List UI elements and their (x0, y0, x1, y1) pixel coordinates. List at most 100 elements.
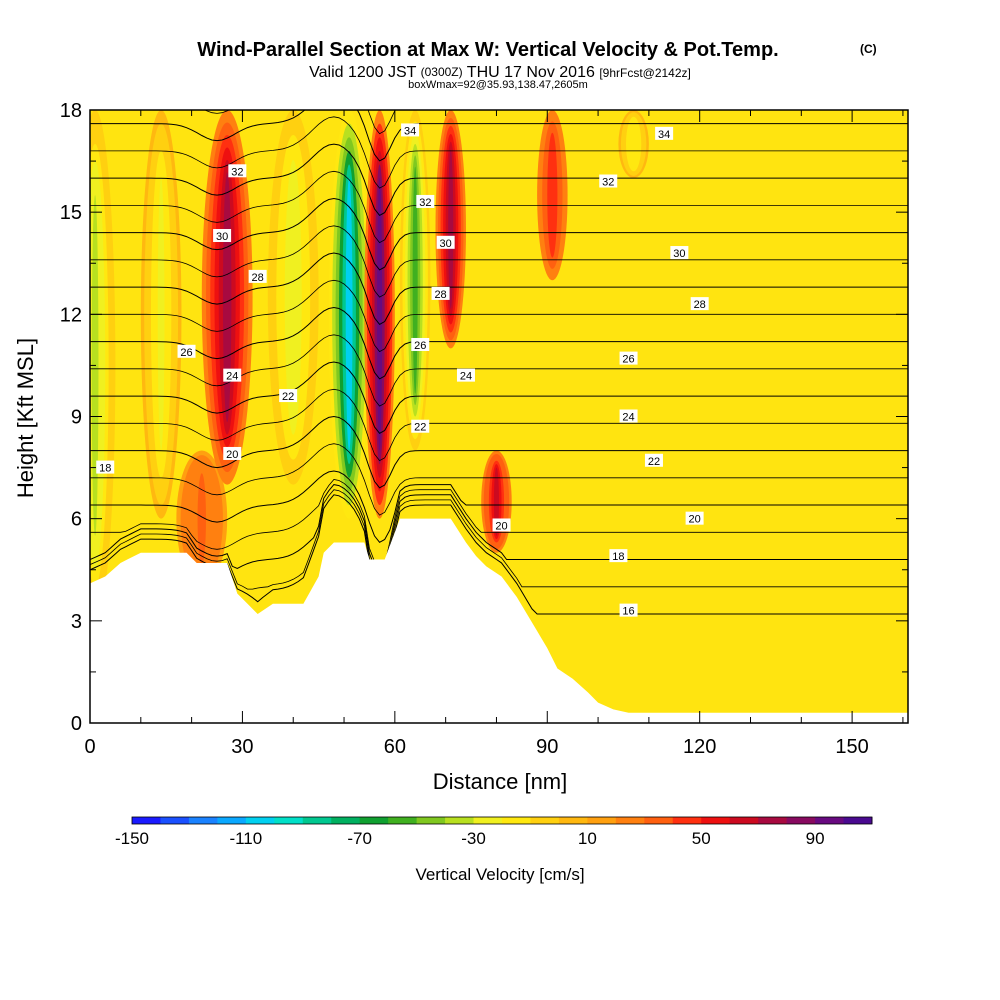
colorbar-swatch (245, 817, 275, 824)
contour-label-box (619, 603, 638, 617)
contour-label-text: 32 (602, 177, 614, 189)
contour-label-text: 30 (673, 248, 685, 260)
w-band (631, 121, 637, 167)
colorbar-tick-label: -110 (229, 829, 262, 848)
contour-label: 20 (685, 511, 704, 526)
w-band (345, 178, 353, 451)
x-axis-label: Distance [nm] (433, 769, 568, 794)
colorbar-swatch (302, 817, 332, 824)
contour-label-text: 34 (658, 129, 670, 141)
colorbar-swatch (274, 817, 304, 824)
colorbar-tick-label: 10 (578, 829, 597, 848)
colorbar-swatch (758, 817, 788, 824)
contour-label-text: 30 (440, 238, 452, 250)
theta-contour (90, 252, 908, 326)
colorbar-swatch (729, 817, 759, 824)
contour-label-box (411, 337, 430, 351)
contour-label: 20 (492, 518, 511, 532)
theta-contour-minor (204, 110, 396, 135)
contour-label-box (228, 164, 247, 178)
y-tick-label: 9 (71, 407, 82, 429)
theta-contour-minor (90, 225, 908, 298)
x-tick-label: 90 (536, 736, 558, 758)
theta-contour (90, 110, 908, 162)
subtitle-utc: (0300Z) (421, 65, 463, 79)
subtitle-date: THU 17 Nov 2016 (467, 64, 595, 81)
colorbar-tick-label: -70 (347, 829, 372, 848)
x-tick-label: 30 (231, 736, 253, 758)
contour-label-box (644, 453, 663, 467)
contour-label: 34 (655, 126, 674, 141)
contour-label: 24 (619, 409, 638, 424)
colorbar-swatch (188, 817, 218, 824)
contour-label: 22 (279, 389, 298, 403)
contour-label-text: 20 (226, 449, 238, 461)
w-band (197, 473, 207, 565)
colorbar-swatch (644, 817, 674, 824)
colorbar-swatch (445, 817, 475, 824)
colorbar-tick-label: 50 (692, 829, 711, 848)
chart-subtitle: Valid 1200 JST (0300Z) THU 17 Nov 2016 [… (309, 63, 691, 81)
contour-label: 16 (619, 603, 638, 618)
contour-label: 22 (644, 453, 663, 468)
theta-contour-minor (90, 334, 908, 407)
x-axis: 0 30 60 90 120 150 (84, 110, 904, 758)
contour-label: 28 (690, 297, 709, 311)
contour-label-text: 20 (495, 520, 507, 532)
contour-label-text: 30 (216, 231, 228, 243)
contour-label-text: 26 (180, 347, 192, 359)
x-tick-label: 150 (835, 736, 868, 758)
chart-title: Wind-Parallel Section at Max W: Vertical… (197, 39, 778, 61)
colorbar-swatch (786, 817, 816, 824)
contour-label: 32 (228, 164, 247, 178)
y-tick-label: 15 (60, 202, 82, 224)
theta-contour-minor (90, 443, 908, 516)
colorbar-label: Vertical Velocity [cm/s] (415, 865, 584, 884)
theta-contour (90, 306, 908, 380)
contour-label-box (655, 126, 674, 140)
contour-label-box (685, 511, 704, 525)
contour-label-text: 28 (434, 289, 446, 301)
contour-label-text: 26 (622, 354, 634, 366)
contour-label-box (436, 235, 455, 249)
y-tick-label: 6 (71, 509, 82, 531)
contour-label: 26 (177, 344, 196, 359)
theta-contour-minor (90, 479, 908, 569)
contour-label: 18 (609, 549, 628, 563)
colorbar-swatch (331, 817, 361, 824)
contour-label: 30 (436, 235, 455, 250)
contour-label-text: 26 (414, 340, 426, 352)
contour-label-text: 32 (419, 197, 431, 209)
contour-label: 30 (213, 229, 232, 243)
contour-label: 32 (599, 174, 618, 189)
subtitle-valid: Valid 1200 JST (309, 64, 417, 81)
contour-label-text: 28 (252, 272, 264, 284)
contour-label-text: 32 (231, 166, 243, 178)
contour-label-text: 22 (282, 391, 294, 403)
w-band (549, 138, 555, 252)
contour-label: 34 (401, 123, 420, 137)
contour-label: 28 (431, 286, 450, 301)
contour-label-box (213, 229, 232, 243)
contour-label: 24 (223, 368, 242, 383)
theta-contour-minor (90, 279, 908, 353)
theta-contour-minor (90, 170, 908, 244)
colorbar (131, 816, 873, 825)
contour-label: 24 (456, 368, 475, 383)
colorbar-swatch (359, 817, 389, 824)
contour-label-text: 18 (99, 463, 111, 475)
contour-label-text: 22 (648, 456, 660, 468)
contour-label-text: 24 (226, 371, 238, 383)
w-band (448, 149, 454, 309)
colorbar-swatch (843, 817, 873, 824)
contour-label-text: 22 (414, 422, 426, 434)
contour-label-text: 16 (622, 606, 634, 618)
contour-label-box (599, 174, 618, 188)
contour-label-box (279, 389, 298, 403)
contour-label: 26 (619, 351, 638, 366)
contour-label-box (431, 286, 450, 300)
theta-contour (90, 484, 908, 574)
colorbar-tick-label: 90 (806, 829, 825, 848)
colorbar-swatch (672, 817, 702, 824)
y-tick-label: 12 (60, 304, 82, 326)
